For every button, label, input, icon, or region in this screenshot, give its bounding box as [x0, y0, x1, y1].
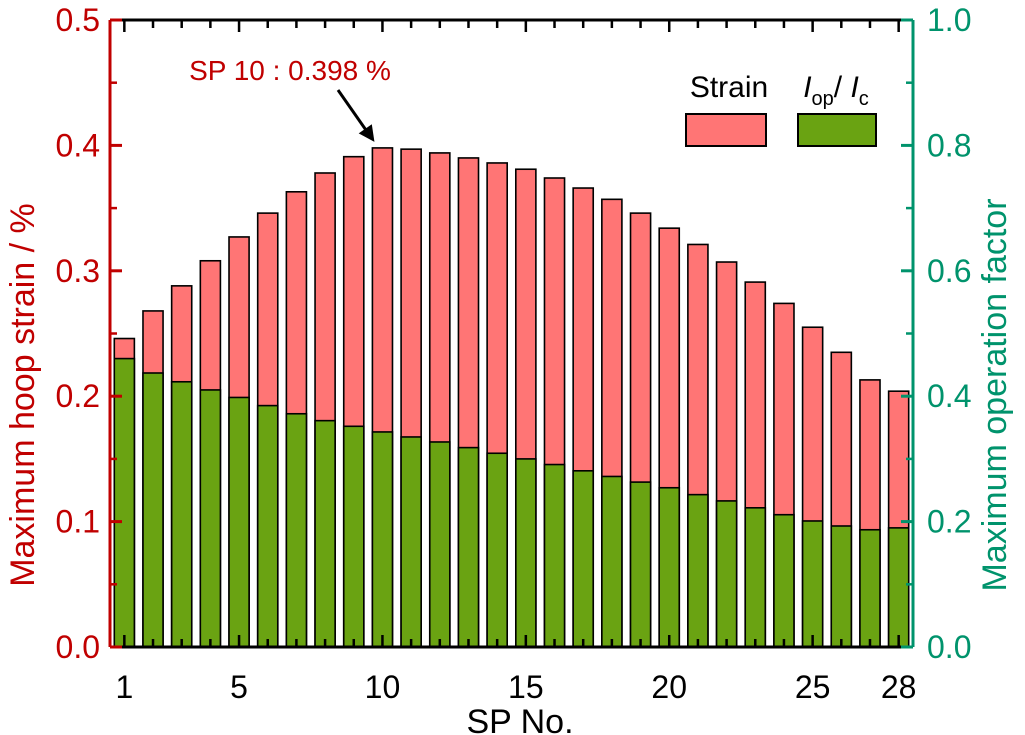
- x-tick-label: 28: [881, 669, 917, 705]
- annotation-label: SP 10 : 0.398 %: [189, 55, 391, 86]
- left-axis: 0.0 0.1 0.2 0.3 0.4 0.5: [56, 2, 122, 665]
- x-tick-label: 20: [651, 669, 687, 705]
- iop-ic-bar-2: [142, 372, 164, 648]
- legend-i-c-main: I: [850, 71, 858, 104]
- iop-ic-bar-11: [400, 436, 422, 648]
- iop-ic-bar-26: [830, 525, 853, 648]
- right-tick-label: 0.4: [927, 378, 971, 414]
- iop-ic-bar-8: [314, 419, 336, 648]
- legend: Strain Iop/ Ic: [685, 71, 877, 147]
- iop-ic-bar-17: [572, 470, 595, 648]
- right-tick-label: 0.6: [927, 253, 971, 289]
- iop-ic-bar-28: [887, 527, 910, 648]
- bars-layer: [113, 147, 910, 648]
- iop-ic-bar-12: [428, 441, 451, 648]
- iop-ic-bar-13: [457, 446, 480, 648]
- left-tick-label: 0.0: [56, 629, 100, 665]
- left-axis-label: Maximum hoop strain / %: [4, 203, 42, 587]
- left-tick-label: 0.4: [56, 127, 100, 163]
- iop-ic-bar-4: [199, 389, 222, 648]
- iop-ic-bar-1: [113, 357, 136, 648]
- iop-ic-bar-10: [371, 431, 394, 648]
- legend-iop-ic-swatch: [797, 113, 877, 147]
- x-tick-label: 10: [365, 669, 401, 705]
- right-tick-label: 0.0: [927, 629, 971, 665]
- legend-strain-swatch: [685, 113, 767, 147]
- iop-ic-bar-6: [256, 404, 279, 648]
- annotation-arrow-head: [358, 124, 375, 142]
- iop-ic-bar-5: [228, 396, 250, 648]
- legend-iop-ic-label: Iop/ Ic: [803, 71, 869, 110]
- iop-ic-bar-18: [601, 475, 623, 648]
- iop-ic-bar-27: [859, 528, 881, 648]
- iop-ic-bar-14: [486, 452, 508, 648]
- iop-ic-bar-20: [658, 486, 681, 648]
- iop-ic-bar-16: [543, 463, 566, 648]
- x-tick-label: 15: [508, 669, 544, 705]
- right-tick-label: 0.2: [927, 504, 971, 540]
- x-tick-label: 1: [115, 669, 133, 705]
- legend-c-sub: c: [859, 88, 869, 110]
- legend-op-sub: op: [812, 88, 834, 110]
- iop-ic-bar-21: [687, 493, 709, 648]
- right-axis: 0.0 0.2 0.4 0.6 0.8 1.0: [901, 2, 971, 665]
- iop-ic-bar-25: [801, 520, 824, 648]
- iop-ic-bar-23: [744, 507, 767, 648]
- legend-strain-label: Strain: [690, 71, 768, 104]
- iop-ic-bar-19: [629, 481, 652, 648]
- x-tick-label: 25: [795, 669, 831, 705]
- x-axis: 1 5 10 15 20 25 28: [115, 20, 916, 705]
- iop-ic-bar-9: [342, 425, 365, 648]
- left-tick-label: 0.2: [56, 378, 100, 414]
- left-tick-label: 0.5: [56, 2, 100, 38]
- legend-sep: /: [834, 71, 851, 104]
- left-tick-label: 0.1: [56, 504, 100, 540]
- iop-ic-bar-3: [170, 380, 193, 648]
- x-axis-label: SP No.: [466, 703, 573, 735]
- iop-ic-bar-22: [715, 500, 738, 648]
- iop-ic-bar-15: [515, 458, 537, 648]
- iop-ic-bar-7: [285, 412, 308, 648]
- x-tick-label: 5: [230, 669, 248, 705]
- right-axis-label: Maximum operation factor: [976, 198, 1014, 591]
- iop-ic-bar-24: [773, 513, 795, 648]
- left-tick-label: 0.3: [56, 253, 100, 289]
- right-tick-label: 0.8: [927, 127, 971, 163]
- right-tick-label: 1.0: [927, 2, 971, 38]
- legend-i-op-main: I: [803, 71, 811, 104]
